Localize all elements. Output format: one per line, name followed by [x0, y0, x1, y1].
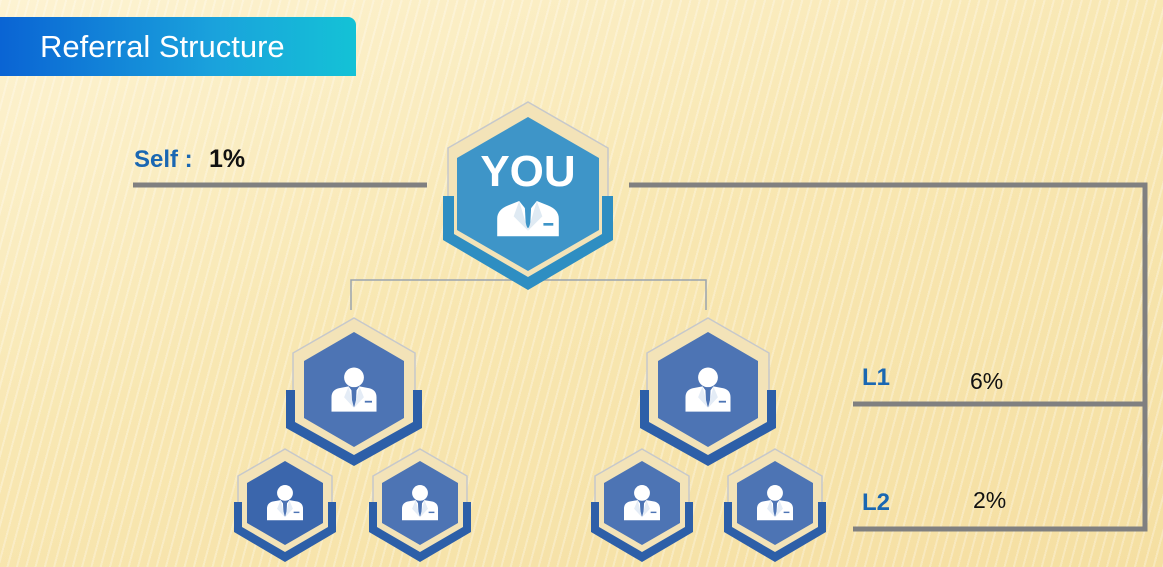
self-rate: 1%	[209, 145, 246, 173]
connector-lines	[133, 182, 1148, 532]
referral-node-l2-3[interactable]	[591, 448, 693, 562]
you-node[interactable]	[443, 101, 613, 290]
level-label-l2: L2	[862, 489, 891, 516]
level-rate-l2: 2%	[973, 487, 1007, 513]
referral-node-l1-right[interactable]	[640, 317, 776, 466]
referral-node-l1-left[interactable]	[286, 317, 422, 466]
page-title: Referral Structure	[40, 29, 285, 64]
referral-node-l2-1[interactable]	[234, 448, 336, 562]
level-label-l1: L1	[862, 364, 891, 391]
referral-node-l2-2[interactable]	[369, 448, 471, 562]
level-rate-l1: 6%	[970, 368, 1004, 394]
referral-node-l2-4[interactable]	[724, 448, 826, 562]
businessman-icon	[497, 201, 559, 237]
title-banner: Referral Structure	[0, 17, 356, 76]
you-label: YOU	[480, 147, 575, 196]
self-label: Self :	[134, 146, 193, 173]
